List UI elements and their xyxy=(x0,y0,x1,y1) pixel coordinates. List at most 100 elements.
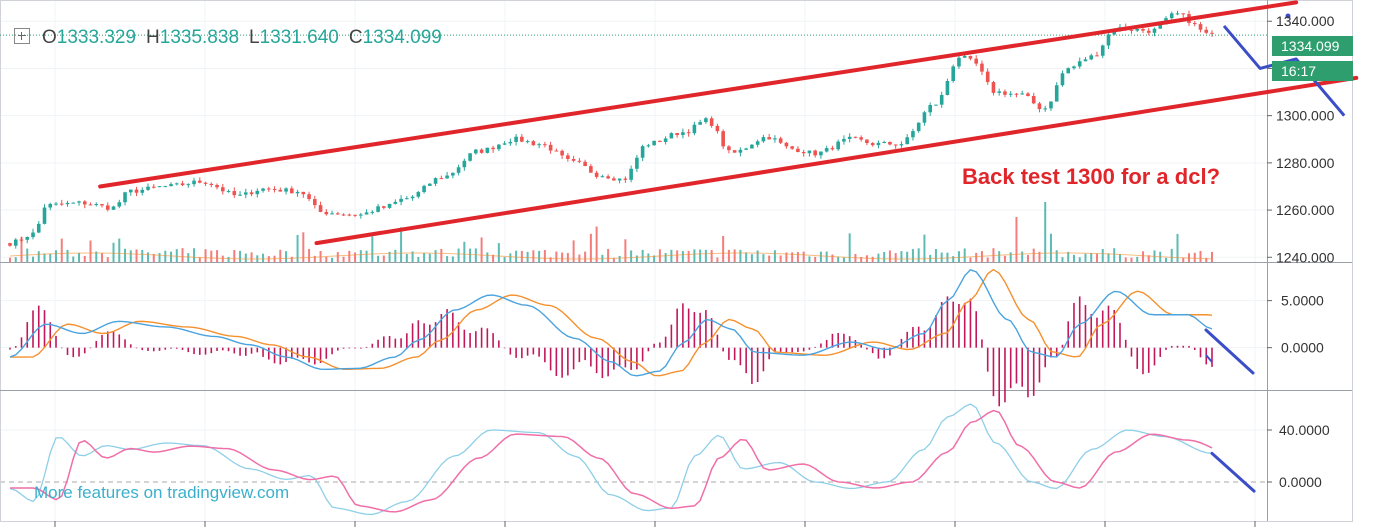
price-tick-label: 1340.000 xyxy=(1276,13,1335,29)
macd-histogram-bar xyxy=(319,347,322,364)
macd-histogram-bar xyxy=(101,335,103,348)
macd-histogram-bar xyxy=(802,347,805,352)
volume-bar xyxy=(1038,251,1041,262)
macd-histogram-bar xyxy=(722,347,724,352)
volume-bar xyxy=(463,241,466,262)
candle-body xyxy=(692,124,697,134)
volume-bar xyxy=(791,252,794,262)
candle-body xyxy=(525,141,530,143)
candle-body xyxy=(1181,13,1186,15)
candle-body xyxy=(836,141,840,150)
macd-projection-line xyxy=(1204,328,1255,375)
macd-histogram-bar xyxy=(463,329,466,348)
macd-histogram-bar xyxy=(923,330,926,348)
volume-bar xyxy=(1113,248,1116,262)
macd-histogram-bar xyxy=(946,296,949,348)
volume-bar xyxy=(532,250,535,262)
volume-bar xyxy=(842,257,845,262)
candle-body xyxy=(1100,45,1105,56)
macd-histogram-bar xyxy=(1101,310,1104,348)
volume-bar xyxy=(1055,250,1058,262)
macd-histogram-bar xyxy=(1067,321,1070,348)
volume-bar xyxy=(112,242,115,262)
volume-bar xyxy=(923,234,926,262)
candle-body xyxy=(157,186,162,188)
price-tick-label: 1240.000 xyxy=(1276,249,1335,265)
candle-body xyxy=(261,188,265,191)
macd-histogram-bar xyxy=(975,311,978,348)
volume-bar xyxy=(440,248,443,262)
candle-body xyxy=(1106,34,1111,46)
candle-body xyxy=(318,205,323,212)
macd-histogram-bar xyxy=(682,303,684,348)
candle-body xyxy=(31,232,35,238)
candle-body xyxy=(675,133,679,136)
candle-body xyxy=(997,91,1002,93)
volume-bar xyxy=(135,249,138,262)
volume-bar xyxy=(1078,257,1081,262)
macd-histogram-bar xyxy=(1078,296,1081,348)
volume-bar xyxy=(831,254,834,262)
volume-bar xyxy=(768,255,771,262)
candle-body xyxy=(1169,13,1174,19)
expand-plus-icon[interactable] xyxy=(14,28,30,44)
macd-histogram-bar xyxy=(198,347,201,355)
volume-bar xyxy=(1049,233,1052,262)
macd-histogram-bar xyxy=(561,347,563,378)
candle-body xyxy=(1192,22,1197,25)
volume-bar xyxy=(946,252,949,262)
macd-histogram-bar xyxy=(394,338,397,348)
macd-histogram-bar xyxy=(147,347,149,352)
macd-histogram-bar xyxy=(429,324,431,348)
tradingview-watermark[interactable]: More features on tradingview.com xyxy=(34,483,290,502)
ohlc-legend: O1333.329 H1335.838 L1331.640 C1334.099 xyxy=(14,27,442,49)
macd-histogram-bar xyxy=(285,347,287,363)
macd-histogram-bar xyxy=(411,323,414,348)
volume-bar xyxy=(308,249,311,262)
macd-histogram-bar xyxy=(124,339,126,348)
candle-body xyxy=(330,213,334,215)
macd-histogram-bar xyxy=(567,347,569,376)
volume-bar xyxy=(635,255,638,262)
volume-bar xyxy=(49,253,52,262)
volume-bar xyxy=(561,252,564,262)
macd-histogram-bar xyxy=(1027,347,1029,398)
candle-body xyxy=(646,145,651,147)
volume-bar xyxy=(1141,251,1144,262)
stochastic-tick-label: 0.0000 xyxy=(1279,474,1322,490)
macd-histogram-bar xyxy=(572,347,575,370)
macd-histogram-bar xyxy=(302,347,305,359)
macd-histogram-bar xyxy=(250,347,253,354)
candle-body xyxy=(451,172,455,176)
volume-bar xyxy=(538,250,541,262)
candle-body xyxy=(359,214,363,216)
volume-bar xyxy=(1164,257,1167,262)
macd-histogram-bar xyxy=(452,312,454,348)
volume-bar xyxy=(722,235,725,262)
volume-bar xyxy=(1147,255,1150,262)
volume-bar xyxy=(1182,257,1185,262)
volume-bar xyxy=(296,234,299,262)
macd-histogram-bar xyxy=(262,347,264,357)
candle-body xyxy=(94,204,99,206)
macd-histogram-bar xyxy=(158,347,161,351)
price-tick-label: 1260.000 xyxy=(1276,202,1335,218)
volume-bar xyxy=(900,251,903,262)
macd-histogram-bar xyxy=(1136,347,1139,369)
volume-bar xyxy=(1130,257,1133,262)
candle-body xyxy=(1141,29,1145,31)
candle-body xyxy=(1146,30,1151,33)
volume-bar xyxy=(1107,253,1110,262)
macd-histogram-bar xyxy=(929,327,931,348)
candle-body xyxy=(485,147,490,153)
macd-histogram-bar xyxy=(503,347,506,349)
macd-histogram-bar xyxy=(745,347,747,374)
macd-histogram-bar xyxy=(900,338,903,348)
macd-histogram-bar xyxy=(112,331,115,348)
volume-bar xyxy=(181,248,184,262)
macd-histogram-bar xyxy=(532,347,535,355)
volume-bar xyxy=(342,256,345,262)
volume-bar xyxy=(1205,257,1208,262)
candle-body xyxy=(1043,108,1048,110)
macd-projection-tick xyxy=(1205,354,1213,363)
